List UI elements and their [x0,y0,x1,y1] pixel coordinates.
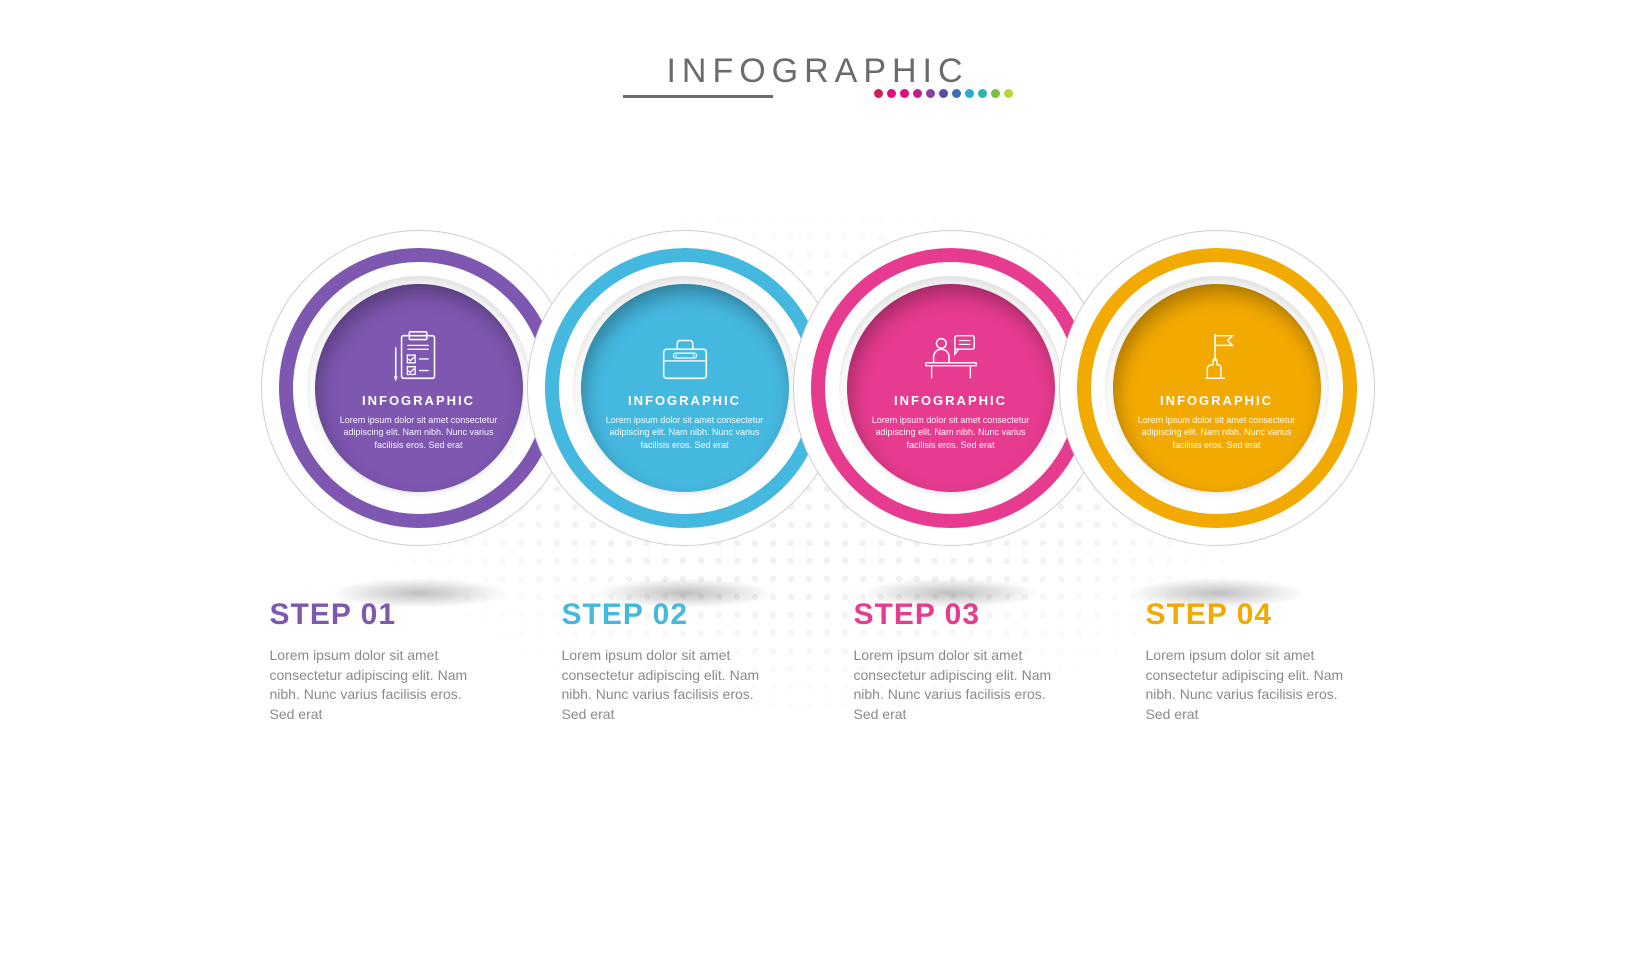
title-accent-dot [965,89,974,98]
title-accent-dots [743,89,1013,98]
step-circle-title: INFOGRAPHIC [628,393,741,408]
helpdesk-icon [920,329,982,393]
step-ring: INFOGRAPHIC Lorem ipsum dolor sit amet co… [279,248,559,528]
step-circle-body: Lorem ipsum dolor sit amet consectetur a… [601,414,769,450]
step-4: INFOGRAPHIC Lorem ipsum dolor sit amet co… [1059,230,1375,546]
title-accent-dot [900,89,909,98]
title-accent-dot [952,89,961,98]
flag-hand-icon [1186,329,1248,393]
step-caption-2: STEP 02 Lorem ipsum dolor sit amet consec… [562,598,782,724]
title-accent-dot [991,89,1000,98]
step-inner-circle: INFOGRAPHIC Lorem ipsum dolor sit amet co… [1113,284,1321,492]
title-accent-dot [1004,89,1013,98]
step-inner-circle: INFOGRAPHIC Lorem ipsum dolor sit amet co… [581,284,789,492]
title-block: INFOGRAPHIC [623,52,1013,98]
step-body-text: Lorem ipsum dolor sit amet consectetur a… [1146,646,1366,724]
step-caption-4: STEP 04 Lorem ipsum dolor sit amet consec… [1146,598,1366,724]
step-body-text: Lorem ipsum dolor sit amet consectetur a… [270,646,490,724]
step-label: STEP 04 [1146,598,1366,632]
step-inner-circle: INFOGRAPHIC Lorem ipsum dolor sit amet co… [847,284,1055,492]
step-ring: INFOGRAPHIC Lorem ipsum dolor sit amet co… [811,248,1091,528]
title-accent-dot [978,89,987,98]
step-outer-circle: INFOGRAPHIC Lorem ipsum dolor sit amet co… [1059,230,1375,546]
page-title: INFOGRAPHIC [623,52,1013,91]
step-inner-circle: INFOGRAPHIC Lorem ipsum dolor sit amet co… [315,284,523,492]
step-ring: INFOGRAPHIC Lorem ipsum dolor sit amet co… [1077,248,1357,528]
title-accent-dot [939,89,948,98]
step-label: STEP 02 [562,598,782,632]
step-circle-body: Lorem ipsum dolor sit amet consectetur a… [1133,414,1301,450]
steps-row: INFOGRAPHIC Lorem ipsum dolor sit amet co… [261,230,1375,546]
step-label: STEP 03 [854,598,1074,632]
step-label: STEP 01 [270,598,490,632]
step-circle-title: INFOGRAPHIC [1160,393,1273,408]
briefcase-tool-icon [654,329,716,393]
step-circle-body: Lorem ipsum dolor sit amet consectetur a… [335,414,503,450]
step-ring: INFOGRAPHIC Lorem ipsum dolor sit amet co… [545,248,825,528]
title-accent-dot [913,89,922,98]
step-circle-title: INFOGRAPHIC [894,393,1007,408]
step-circle-title: INFOGRAPHIC [362,393,475,408]
step-caption-1: STEP 01 Lorem ipsum dolor sit amet consec… [270,598,490,724]
title-accent-dot [926,89,935,98]
checklist-icon [388,329,450,393]
step-body-text: Lorem ipsum dolor sit amet consectetur a… [562,646,782,724]
step-caption-3: STEP 03 Lorem ipsum dolor sit amet consec… [854,598,1074,724]
step-circle-body: Lorem ipsum dolor sit amet consectetur a… [867,414,1035,450]
title-accent-dot [874,89,883,98]
step-captions-row: STEP 01 Lorem ipsum dolor sit amet consec… [270,598,1366,724]
step-body-text: Lorem ipsum dolor sit amet consectetur a… [854,646,1074,724]
title-accent-dot [887,89,896,98]
